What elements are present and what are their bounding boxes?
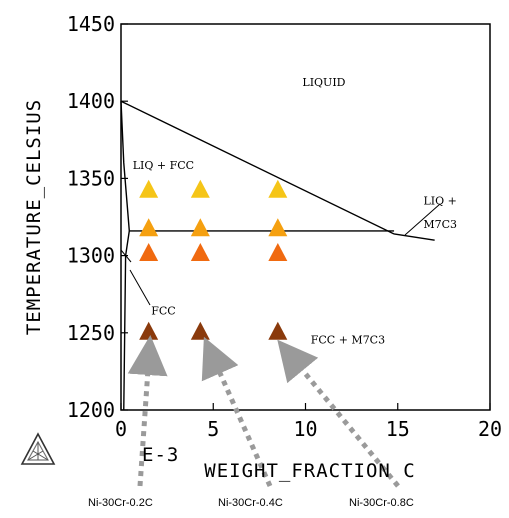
phase-region-labels: LIQUID LIQ + FCC LIQ + M7C3 FCC FCC + M7C3	[133, 76, 457, 347]
data-point-triangle	[139, 179, 159, 198]
x-tick-label: 20	[478, 417, 502, 441]
x-tick-label: 5	[207, 417, 219, 441]
data-point-triangle	[190, 243, 210, 262]
x-axis-ticks: 0 5 10 15 20	[115, 403, 502, 441]
x-multiplier: E-3	[142, 444, 179, 466]
liquidus-m7c3-line	[393, 233, 435, 241]
y-tick-label: 1250	[67, 321, 115, 345]
thermocalc-logo	[20, 432, 56, 465]
data-point-triangle	[139, 243, 159, 262]
phase-region-label: LIQUID	[302, 76, 345, 89]
phase-region-label: LIQ + FCC	[133, 159, 194, 172]
sample-arrows	[127, 335, 400, 488]
x-tick-label: 0	[115, 417, 127, 441]
data-point-triangle	[268, 179, 288, 198]
liquidus-line	[120, 100, 395, 235]
y-tick-label: 1450	[67, 12, 115, 36]
data-point-triangle	[190, 321, 210, 340]
arrow-sample-1	[127, 335, 168, 487]
x-tick-label: 15	[386, 417, 410, 441]
data-point-triangle	[190, 179, 210, 198]
data-point-triangle	[139, 218, 159, 237]
data-point-triangle	[268, 243, 288, 262]
y-tick-label: 1350	[67, 166, 115, 190]
solidus-line	[120, 101, 131, 231]
y-axis-ticks: 1200 1250 1300 1350 1400 1450	[67, 12, 128, 422]
y-tick-label: 1200	[67, 398, 115, 422]
data-point-triangle	[190, 218, 210, 237]
phase-region-label: M7C3	[423, 218, 457, 231]
sample-label: Ni-30Cr-0.2C	[88, 497, 153, 509]
y-axis-title: TEMPERATURE_CELSIUS	[23, 99, 45, 335]
data-point-triangle	[268, 321, 288, 340]
phase-region-label: FCC + M7C3	[311, 334, 385, 347]
y-tick-label: 1300	[67, 244, 115, 268]
liq-m7c3-leader-line	[404, 203, 441, 236]
solvus-leader-line	[120, 249, 132, 263]
fcc-leader-line	[129, 269, 151, 306]
data-point-triangle	[139, 321, 159, 340]
data-point-triangle	[268, 218, 288, 237]
phase-region-label: LIQ +	[423, 195, 456, 208]
phase-region-label: FCC	[151, 304, 175, 317]
x-tick-label: 10	[293, 417, 317, 441]
y-tick-label: 1400	[67, 89, 115, 113]
x-axis-title: WEIGHT_FRACTION C	[204, 460, 415, 482]
sample-label: Ni-30Cr-0.8C	[349, 497, 414, 509]
phase-boundaries	[120, 100, 435, 411]
solvus-line	[123, 230, 130, 411]
arrow-sample-3	[277, 339, 400, 488]
arrow-sample-2	[201, 336, 273, 488]
sample-label: Ni-30Cr-0.4C	[218, 497, 283, 509]
